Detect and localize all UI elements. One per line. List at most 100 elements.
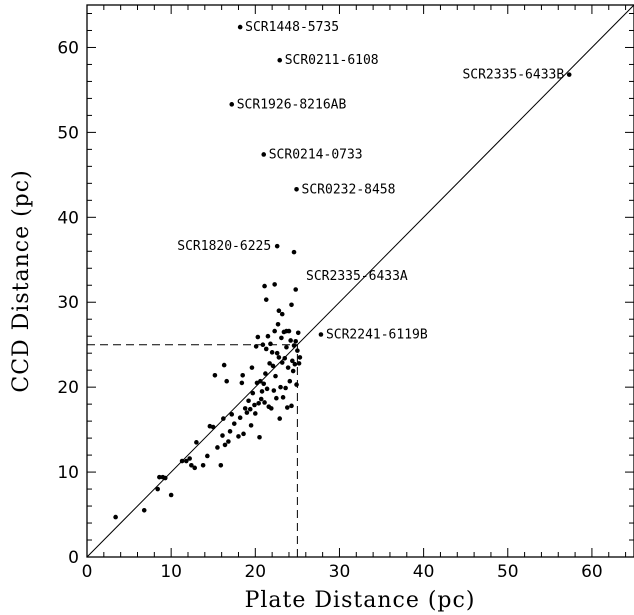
point-label: SCR0232-8458 — [302, 182, 396, 197]
data-point — [275, 322, 281, 327]
data-point — [179, 458, 185, 464]
data-point — [263, 297, 269, 302]
data-point — [256, 400, 261, 406]
data-point — [242, 406, 248, 411]
x-tick-label: 10 — [160, 562, 182, 582]
data-point — [212, 372, 218, 378]
data-point — [187, 456, 192, 461]
point-label: SCR2335-6433B — [462, 68, 564, 83]
data-point — [246, 398, 251, 404]
y-tick-label: 10 — [57, 463, 79, 483]
data-point — [280, 395, 286, 400]
data-point — [290, 368, 296, 374]
data-point — [264, 386, 270, 392]
data-point — [231, 421, 237, 426]
data-point — [295, 330, 301, 336]
identity-line — [86, 4, 634, 558]
data-point — [239, 380, 245, 386]
point-label: SCR1926-8216AB — [237, 97, 347, 112]
data-point — [261, 381, 267, 387]
data-point — [255, 334, 261, 340]
x-axis-title: Plate Distance (pc) — [245, 588, 476, 613]
data-point — [157, 474, 162, 480]
y-axis-title: CCD Distance (pc) — [9, 169, 34, 392]
data-point — [250, 390, 256, 396]
data-point — [276, 308, 282, 314]
labeled-data-point — [318, 332, 324, 337]
y-tick-label: 20 — [57, 378, 79, 398]
data-points — [113, 24, 572, 520]
data-point — [253, 344, 259, 349]
data-point — [274, 395, 279, 401]
data-point — [268, 406, 274, 411]
data-point — [257, 434, 262, 440]
data-point — [155, 486, 160, 492]
data-point — [194, 440, 199, 445]
data-point — [236, 434, 241, 439]
data-point — [272, 328, 277, 334]
point-label: SCR2241-6119B — [326, 328, 428, 343]
data-point — [285, 365, 291, 370]
y-tick-label: 60 — [57, 38, 79, 58]
point-label: SCR0214-0733 — [269, 147, 363, 162]
tick-labels: 0 10 20 30 40 50 60 0 10 20 30 40 50 60 — [57, 38, 602, 582]
data-point — [192, 465, 198, 471]
data-point — [263, 371, 268, 376]
point-label: SCR1448-5735 — [245, 20, 339, 35]
data-point — [258, 378, 263, 384]
data-point — [291, 343, 297, 348]
data-point — [283, 385, 288, 391]
data-point — [276, 355, 282, 360]
labeled-data-point — [274, 243, 280, 249]
data-point — [293, 338, 299, 344]
data-point — [248, 423, 254, 428]
data-point — [237, 415, 243, 421]
data-point — [262, 283, 267, 289]
data-point — [284, 328, 289, 334]
data-point — [247, 406, 253, 412]
data-point — [189, 462, 194, 468]
data-point — [241, 431, 246, 437]
data-point — [271, 388, 277, 393]
data-point — [282, 355, 288, 361]
axis-ticks — [86, 5, 634, 558]
data-point — [284, 405, 290, 410]
data-point — [278, 384, 283, 390]
data-point — [227, 429, 233, 434]
data-point — [222, 442, 228, 448]
data-point — [297, 355, 303, 360]
data-point — [270, 363, 276, 369]
y-tick-label: 0 — [68, 548, 79, 568]
data-point — [279, 360, 285, 365]
data-point — [244, 410, 250, 415]
data-point — [284, 344, 289, 350]
data-point — [290, 358, 295, 364]
data-point — [229, 412, 235, 417]
data-point — [224, 378, 229, 384]
data-point — [260, 342, 266, 347]
point-annotations: SCR1448-5735 SCR0211-6108 SCR2335-6433B SCR… — [177, 20, 564, 342]
labeled-data-point — [261, 152, 267, 157]
data-point — [218, 462, 224, 468]
data-point — [265, 333, 271, 339]
data-point — [262, 400, 267, 405]
y-tick-label: 40 — [57, 208, 79, 228]
data-point — [269, 350, 275, 355]
x-tick-label: 50 — [497, 562, 519, 582]
data-point — [220, 433, 225, 438]
x-tick-label: 40 — [413, 562, 435, 582]
data-point — [253, 411, 258, 416]
data-point — [240, 372, 245, 378]
data-point — [273, 373, 278, 379]
plot-frame — [86, 4, 634, 558]
y-tick-label: 30 — [57, 293, 79, 313]
data-point — [210, 424, 216, 430]
data-point — [226, 439, 231, 444]
data-point — [277, 416, 283, 421]
x-tick-label: 30 — [329, 562, 351, 582]
data-point — [200, 462, 206, 468]
data-point — [288, 338, 293, 343]
point-label: SCR0211-6108 — [285, 53, 379, 68]
point-label: SCR1820-6225 — [177, 239, 271, 254]
data-point — [205, 453, 210, 459]
